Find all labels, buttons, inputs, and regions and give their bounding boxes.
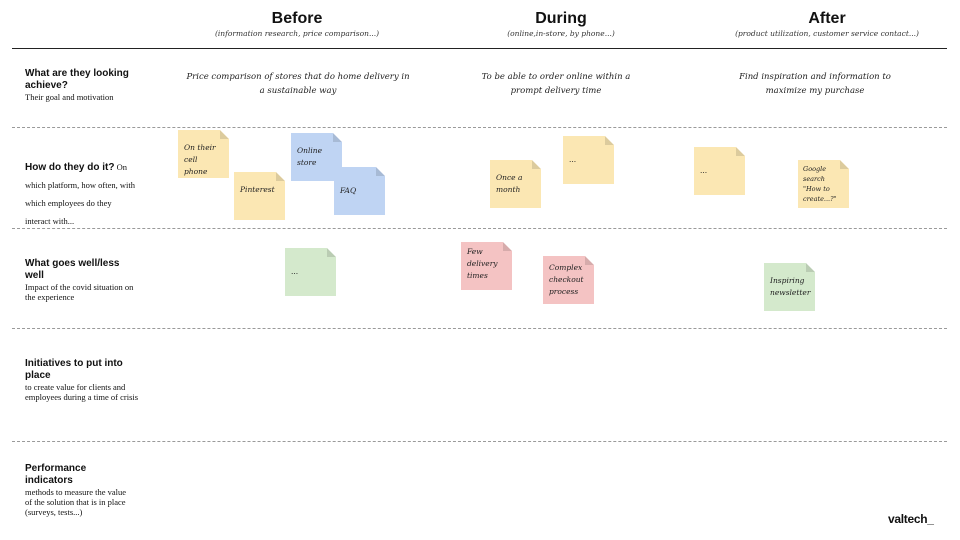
row-description: methods to measure the value of the solu… bbox=[25, 487, 127, 517]
sticky-note[interactable]: ... bbox=[694, 147, 745, 195]
row-title: How do they do it? bbox=[25, 162, 115, 173]
column-header-before: Before (information research, price comp… bbox=[172, 10, 422, 38]
row-label-initiatives: Initiatives to put into place to create … bbox=[25, 358, 140, 402]
row-divider bbox=[12, 328, 947, 329]
header-divider bbox=[12, 48, 947, 49]
sticky-note[interactable]: Pinterest bbox=[234, 172, 285, 220]
row-title: Performance indicators bbox=[25, 463, 87, 486]
column-title: During bbox=[535, 10, 587, 27]
row-label-goal: What are they looking achieve? Their goa… bbox=[25, 68, 140, 102]
column-header-after: After (product utilization, customer ser… bbox=[702, 10, 952, 38]
sticky-note[interactable]: Once a month bbox=[490, 160, 541, 208]
row-label-how: How do they do it? On which platform, ho… bbox=[25, 157, 137, 229]
sticky-note[interactable]: FAQ bbox=[334, 167, 385, 215]
sticky-note[interactable]: Few delivery times bbox=[461, 242, 512, 290]
goal-during: To be able to order online within a prom… bbox=[481, 72, 631, 96]
row-description: to create value for clients and employee… bbox=[25, 382, 139, 402]
row-label-indicators: Performance indicators methods to measur… bbox=[25, 463, 135, 517]
row-label-well: What goes well/less well Impact of the c… bbox=[25, 258, 140, 302]
sticky-note[interactable]: ... bbox=[285, 248, 336, 296]
column-subtitle: (product utilization, customer service c… bbox=[735, 29, 919, 38]
row-divider bbox=[12, 228, 947, 229]
row-divider bbox=[12, 127, 947, 128]
row-divider bbox=[12, 441, 947, 442]
row-description: On which platform, how often, with which… bbox=[25, 162, 136, 226]
column-title: Before bbox=[271, 10, 323, 27]
row-description: Their goal and motivation bbox=[25, 92, 114, 102]
row-description: Impact of the covid situation on the exp… bbox=[25, 282, 134, 302]
goal-before: Price comparison of stores that do home … bbox=[186, 72, 410, 96]
valtech-logo: valtech_ bbox=[888, 512, 934, 526]
row-title: What are they looking achieve? bbox=[25, 68, 129, 91]
sticky-note[interactable]: ... bbox=[563, 136, 614, 184]
goal-after: Find inspiration and information to maxi… bbox=[739, 72, 891, 96]
sticky-note[interactable]: Google search "How to create...?" bbox=[798, 160, 849, 208]
column-subtitle: (information research, price comparison.… bbox=[214, 29, 380, 38]
row-title: What goes well/less well bbox=[25, 258, 120, 281]
sticky-note[interactable]: Online store bbox=[291, 133, 342, 181]
column-header-during: During (online,in-store, by phone...) bbox=[436, 10, 686, 38]
column-subtitle: (online,in-store, by phone...) bbox=[507, 29, 615, 38]
sticky-note[interactable]: Inspiring newsletter bbox=[764, 263, 815, 311]
sticky-note[interactable]: On their cell phone bbox=[178, 130, 229, 178]
row-title: Initiatives to put into place bbox=[25, 358, 123, 381]
sticky-note[interactable]: Complex checkout process bbox=[543, 256, 594, 304]
column-title: After bbox=[808, 10, 846, 27]
